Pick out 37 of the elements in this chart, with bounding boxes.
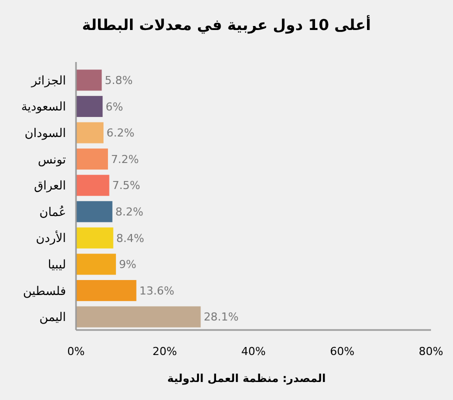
y-tick-label: ليبيا: [48, 257, 66, 272]
y-tick-label: عُمان: [39, 204, 66, 219]
x-tick-label: 60%: [330, 345, 354, 358]
data-label: 5.8%: [104, 74, 133, 87]
bar: [76, 280, 136, 302]
bar: [76, 306, 201, 328]
bar: [76, 227, 114, 248]
chart-title: أعلى 10 دول عربية في معدلات البطالة: [82, 15, 371, 34]
bar: [76, 254, 116, 275]
bar: [76, 148, 108, 170]
y-tick-label: اليمن: [39, 310, 66, 324]
data-label: 8.2%: [115, 206, 144, 218]
x-tick-label: 80%: [418, 345, 444, 358]
y-tick-label: الجزائر: [30, 73, 66, 88]
data-label: 13.6%: [139, 284, 174, 298]
data-label: 6%: [106, 100, 124, 114]
y-tick-label: تونس: [38, 152, 66, 166]
bar: [76, 96, 103, 117]
bar: [76, 70, 102, 91]
y-tick-label: الأردن: [36, 230, 66, 246]
x-tick-label: 40%: [241, 345, 266, 358]
data-label: 6.2%: [106, 126, 134, 140]
y-tick-label: العراق: [34, 178, 66, 193]
y-tick-label: فلسطين: [22, 284, 66, 298]
data-label: 8.4%: [116, 232, 144, 245]
bar: [76, 122, 104, 144]
data-label: 7.5%: [112, 179, 140, 192]
text: المصدر: منظمة العمل الدولية: [167, 372, 326, 385]
bar: [76, 201, 112, 222]
data-label: 7.2%: [110, 152, 139, 166]
x-tick-label: 0%: [67, 345, 85, 358]
y-tick-label: السعودية: [21, 100, 66, 114]
x-tick-label: 20%: [152, 345, 177, 358]
data-label: 9%: [118, 258, 136, 272]
bar: [76, 174, 110, 196]
data-label: 28.1%: [204, 310, 239, 324]
y-tick-label: السودان: [24, 126, 66, 140]
